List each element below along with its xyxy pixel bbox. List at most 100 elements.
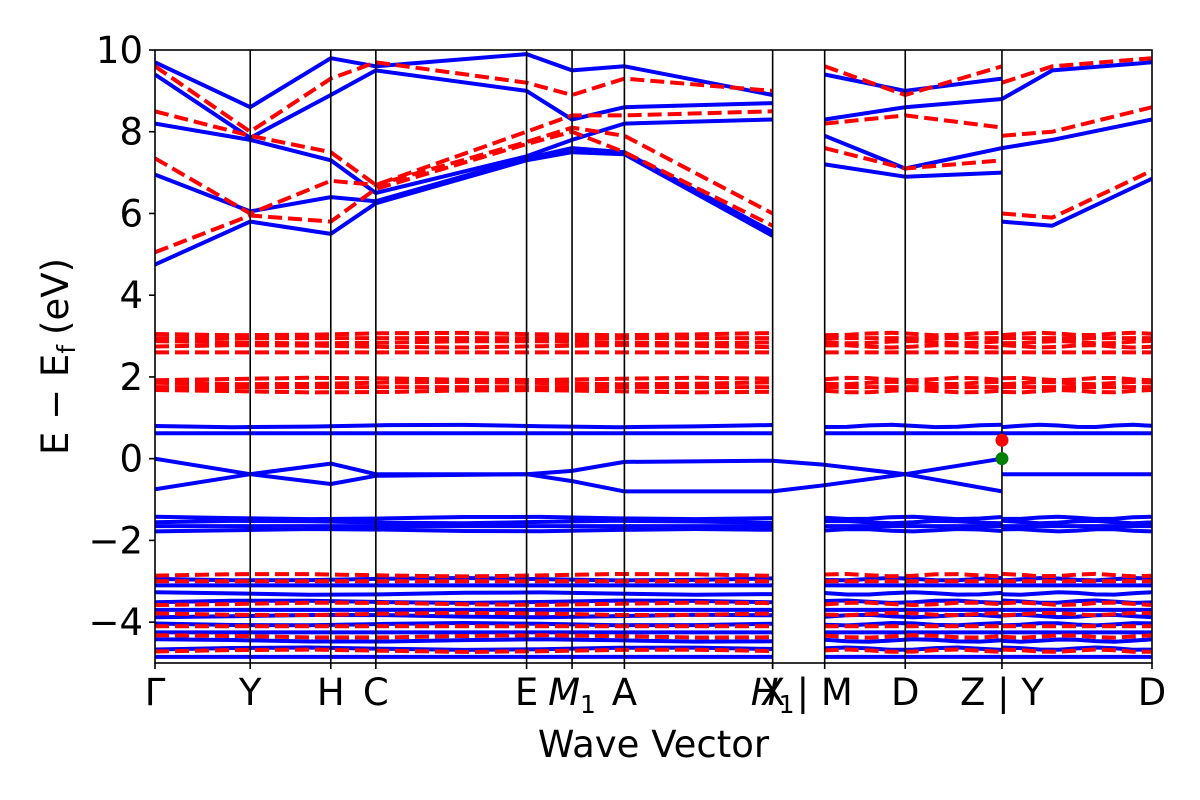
band-down-flat-12-seg-1 bbox=[824, 610, 1003, 618]
band-up-flat-8-seg-2 bbox=[1001, 590, 1152, 597]
band-down-flat-11-seg-2 bbox=[1001, 600, 1152, 607]
band-down-flat-15-seg-0 bbox=[155, 647, 773, 654]
band-down-flat-5-seg-1 bbox=[824, 375, 1003, 383]
special-points bbox=[995, 433, 1009, 466]
band-down-flat-12-seg-0 bbox=[155, 610, 773, 618]
band-up-dispersive-11 bbox=[1001, 60, 1152, 101]
x-tick-label-12: D bbox=[1138, 671, 1167, 714]
x-axis-label: Wave Vector bbox=[538, 723, 770, 766]
band-up-flat-5-seg-1 bbox=[824, 526, 1003, 534]
band-down-flat-6-seg-2 bbox=[1001, 379, 1152, 387]
y-tick-label-5: 6 bbox=[119, 192, 143, 235]
x-tick-label-5: M1 bbox=[548, 671, 596, 719]
band-down-flat-14-seg-1 bbox=[824, 633, 1003, 640]
band-down-flat-8-seg-2 bbox=[1001, 387, 1152, 395]
x-tick-label-8: H1 bbox=[751, 671, 795, 719]
band-up-flat-3-seg-0 bbox=[155, 518, 773, 526]
band-up-flat-3-seg-2 bbox=[1001, 518, 1152, 526]
band-down-flat-6-seg-0 bbox=[155, 379, 773, 387]
x-tick-label-4: E bbox=[515, 671, 538, 714]
band-down-dispersive-0 bbox=[155, 129, 774, 255]
y-axis-ticks: −4 −2 0 2 4 6 8 10 bbox=[88, 29, 155, 644]
band-up-dispersive-10 bbox=[1001, 117, 1152, 151]
x-tick-label-7: X bbox=[760, 671, 785, 714]
band-down-dispersive-9 bbox=[1001, 56, 1152, 85]
y-tick-label-4: 4 bbox=[119, 274, 143, 317]
band-up-flat-14-seg-0 bbox=[155, 637, 773, 644]
y-axis-label-sub: f bbox=[52, 344, 81, 354]
band-down-flat-6-seg-1 bbox=[824, 379, 1003, 387]
x-tick-label-9: | M bbox=[797, 671, 853, 714]
y-tick-label-1: −2 bbox=[88, 519, 143, 562]
x-tick-label-0: Γ bbox=[145, 671, 166, 714]
plot-frame bbox=[154, 49, 1153, 664]
band-up-dispersive-13 bbox=[155, 472, 1003, 494]
band-down-flat-3-seg-1 bbox=[824, 343, 1003, 350]
band-down-flat-3-seg-2 bbox=[1001, 343, 1152, 350]
bands-layer bbox=[155, 52, 1152, 659]
band-down-flat-0-seg-1 bbox=[824, 330, 1003, 338]
special-point-vbm bbox=[995, 452, 1009, 466]
band-up-dispersive-2 bbox=[155, 117, 773, 195]
band-up-dispersive-4 bbox=[155, 52, 773, 110]
x-tick-label-11: Z | Y bbox=[960, 671, 1044, 714]
band-up-flat-8-seg-0 bbox=[155, 590, 773, 597]
band-down-flat-15-seg-2 bbox=[1001, 647, 1152, 654]
band-down-flat-0-seg-0 bbox=[155, 330, 773, 338]
band-down-dispersive-1 bbox=[155, 125, 774, 216]
band-up-dispersive-12 bbox=[155, 456, 1003, 477]
x-tick-label-6: A bbox=[612, 671, 637, 714]
band-down-dispersive-3 bbox=[155, 60, 773, 134]
band-up-flat-6-seg-2 bbox=[1001, 575, 1152, 583]
band-down-flat-8-seg-1 bbox=[824, 387, 1003, 395]
y-tick-label-0: −4 bbox=[88, 601, 143, 644]
band-down-flat-8-seg-0 bbox=[155, 388, 773, 395]
y-tick-label-3: 2 bbox=[119, 356, 143, 399]
band-down-flat-3-seg-0 bbox=[155, 343, 773, 350]
band-up-flat-5-seg-0 bbox=[155, 526, 773, 534]
band-down-dispersive-8 bbox=[1001, 105, 1152, 138]
band-down-flat-11-seg-1 bbox=[824, 600, 1003, 608]
band-down-flat-14-seg-2 bbox=[1001, 633, 1152, 640]
band-up-flat-5-seg-2 bbox=[1001, 527, 1152, 534]
band-down-flat-2-seg-0 bbox=[155, 339, 773, 346]
band-up-flat-8-seg-1 bbox=[824, 590, 1003, 597]
x-tick-label-2: H bbox=[317, 671, 345, 714]
kpoint-lines bbox=[249, 50, 1003, 663]
band-up-flat-2-seg-0 bbox=[155, 514, 773, 522]
band-down-flat-9-seg-0 bbox=[155, 571, 773, 579]
band-up-dispersive-3 bbox=[155, 68, 773, 140]
band-up-flat-0-seg-2 bbox=[1001, 422, 1152, 430]
band-down-flat-15-seg-1 bbox=[824, 647, 1003, 654]
band-down-flat-9-seg-2 bbox=[1001, 571, 1152, 579]
x-tick-label-1: Y bbox=[238, 671, 262, 714]
band-up-flat-0-seg-0 bbox=[155, 422, 773, 430]
y-axis-label-unit: (eV) bbox=[34, 258, 77, 335]
x-tick-label-3: C bbox=[363, 671, 389, 714]
band-down-flat-5-seg-0 bbox=[155, 375, 773, 383]
band-down-flat-9-seg-1 bbox=[824, 571, 1003, 579]
band-up-flat-3-seg-1 bbox=[824, 518, 1003, 526]
y-axis-label: E − Ef (eV) bbox=[34, 258, 81, 455]
band-down-flat-11-seg-0 bbox=[155, 600, 773, 607]
band-down-flat-0-seg-2 bbox=[1001, 330, 1152, 338]
x-axis-ticks: Γ Y H C E M1 A XH1 | M D Z | Y D bbox=[145, 663, 1167, 719]
band-up-flat-14-seg-1 bbox=[824, 637, 1003, 644]
band-up-dispersive-9 bbox=[1001, 176, 1152, 228]
band-up-flat-0-seg-1 bbox=[824, 422, 1003, 430]
band-down-flat-5-seg-2 bbox=[1001, 375, 1152, 383]
special-point-cbm bbox=[995, 433, 1009, 447]
band-down-flat-2-seg-2 bbox=[1001, 338, 1152, 346]
x-tick-label-10: D bbox=[891, 671, 920, 714]
band-down-dispersive-7 bbox=[1001, 168, 1152, 220]
band-up-flat-2-seg-2 bbox=[1002, 514, 1152, 522]
y-tick-label-2: 0 bbox=[119, 438, 143, 481]
band-down-dispersive-2 bbox=[155, 109, 773, 187]
band-down-flat-14-seg-0 bbox=[155, 633, 773, 640]
band-down-flat-2-seg-1 bbox=[824, 338, 1003, 346]
y-axis-label-main: E − E bbox=[34, 354, 77, 455]
band-up-flat-2-seg-1 bbox=[824, 514, 1003, 522]
y-tick-label-7: 10 bbox=[96, 29, 143, 72]
band-up-flat-14-seg-2 bbox=[1001, 637, 1152, 644]
